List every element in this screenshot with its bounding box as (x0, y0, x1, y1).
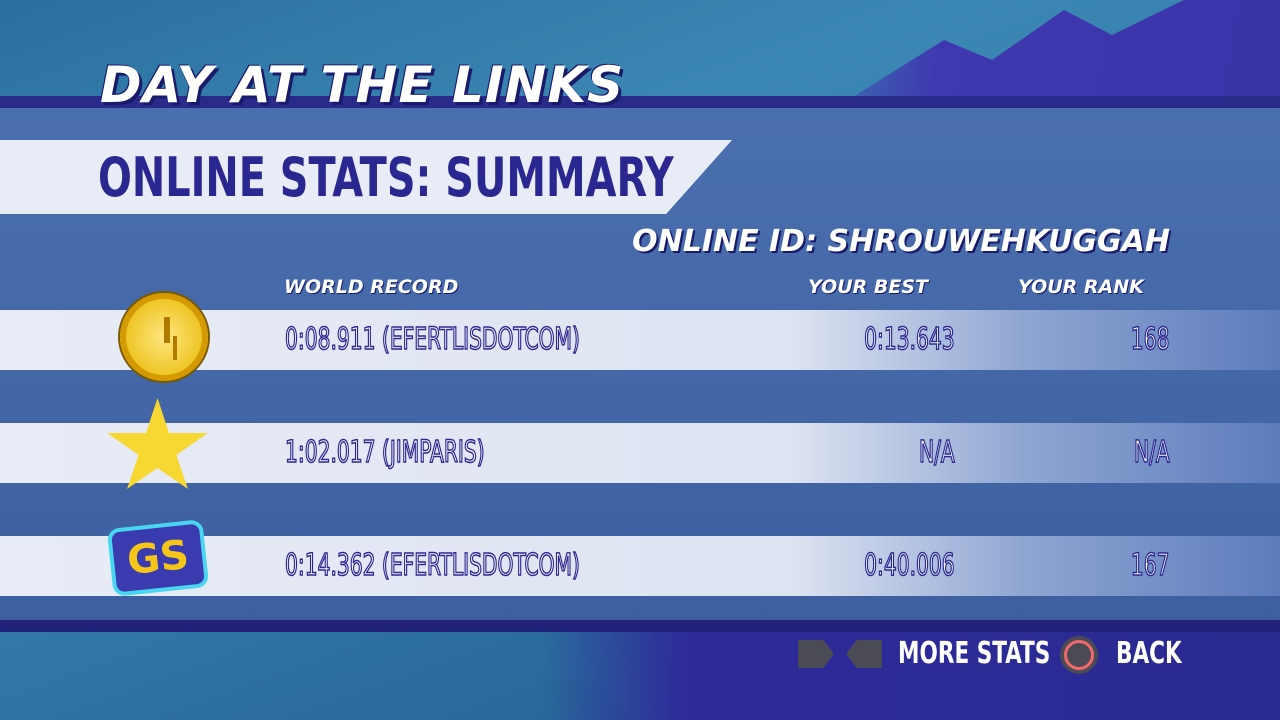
more-stats-label[interactable]: MORE STATS (898, 636, 1051, 671)
world-record: 0:14.362 (EFERTLISDOTCOM) (284, 547, 580, 584)
online-id: ONLINE ID: SHROUWEHKUGGAH (632, 224, 1170, 259)
header-world-record: WORLD RECORD (284, 276, 459, 298)
your-rank: 167 (1131, 547, 1171, 584)
clock-icon (120, 293, 208, 381)
bottom-band (0, 620, 1280, 632)
title-banner (0, 140, 732, 214)
background-decoration (848, 0, 1280, 100)
your-best: N/A (919, 434, 956, 471)
world-record: 0:08.911 (EFERTLISDOTCOM) (284, 321, 580, 358)
footer-bar (540, 632, 1280, 720)
header-your-rank: YOUR RANK (1018, 276, 1144, 298)
gs-icon: GS (106, 519, 210, 597)
world-record: 1:02.017 (JIMPARIS) (284, 434, 485, 471)
stats-row[interactable]: 1:02.017 (JIMPARIS) N/A N/A (0, 423, 1280, 483)
game-title: DAY AT THE LINKS (100, 56, 625, 114)
screen-title: ONLINE STATS: SUMMARY (98, 146, 674, 209)
top-band (0, 96, 1280, 108)
header-your-best: YOUR BEST (808, 276, 929, 298)
stats-row[interactable]: 0:14.362 (EFERTLISDOTCOM) 0:40.006 167 (0, 536, 1280, 596)
circle-button-icon[interactable] (1060, 636, 1098, 674)
your-best: 0:13.643 (864, 321, 956, 358)
your-rank: N/A (1134, 434, 1171, 471)
your-best: 0:40.006 (864, 547, 956, 584)
back-label[interactable]: BACK (1116, 636, 1182, 671)
your-rank: 168 (1131, 321, 1171, 358)
stats-row[interactable]: 0:08.911 (EFERTLISDOTCOM) 0:13.643 168 (0, 310, 1280, 370)
